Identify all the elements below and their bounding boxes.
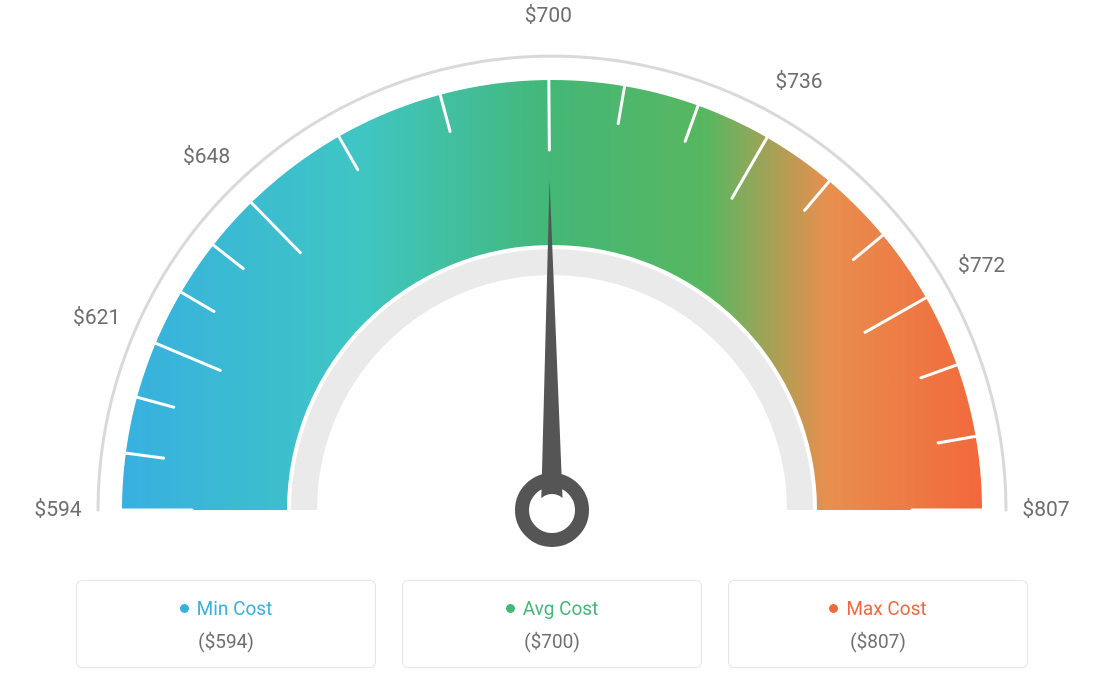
legend-max-value: ($807) — [729, 630, 1027, 653]
legend-dot-min — [180, 604, 189, 613]
legend-card-avg: Avg Cost ($700) — [402, 580, 702, 668]
gauge-tick — [549, 80, 550, 150]
legend-max-label: Max Cost — [846, 597, 926, 620]
legend-avg-value: ($700) — [403, 630, 701, 653]
legend-avg-label: Avg Cost — [523, 597, 599, 620]
gauge-tick-label: $621 — [73, 306, 120, 330]
legend-min-header: Min Cost — [180, 597, 273, 620]
gauge-tick-label: $648 — [183, 145, 230, 169]
legend-avg-header: Avg Cost — [506, 597, 599, 620]
gauge-tick-label: $807 — [1022, 498, 1069, 522]
legend-card-min: Min Cost ($594) — [76, 580, 376, 668]
gauge-tick-label: $772 — [958, 254, 1005, 278]
legend-max-header: Max Cost — [829, 597, 926, 620]
gauge-needle-hub-inner — [536, 494, 568, 526]
legend-dot-max — [829, 604, 838, 613]
gauge-tick-label: $736 — [775, 70, 822, 94]
cost-gauge-chart: $594 $621 $648 $700 $736 $772 $807 — [0, 0, 1104, 560]
legend-dot-avg — [506, 604, 515, 613]
legend-min-label: Min Cost — [197, 597, 273, 620]
legend-min-value: ($594) — [77, 630, 375, 653]
legend-card-max: Max Cost ($807) — [728, 580, 1028, 668]
gauge-svg — [0, 0, 1104, 560]
gauge-tick-label: $700 — [525, 4, 572, 28]
legend-row: Min Cost ($594) Avg Cost ($700) Max Cost… — [0, 580, 1104, 668]
gauge-tick-label: $594 — [34, 498, 81, 522]
